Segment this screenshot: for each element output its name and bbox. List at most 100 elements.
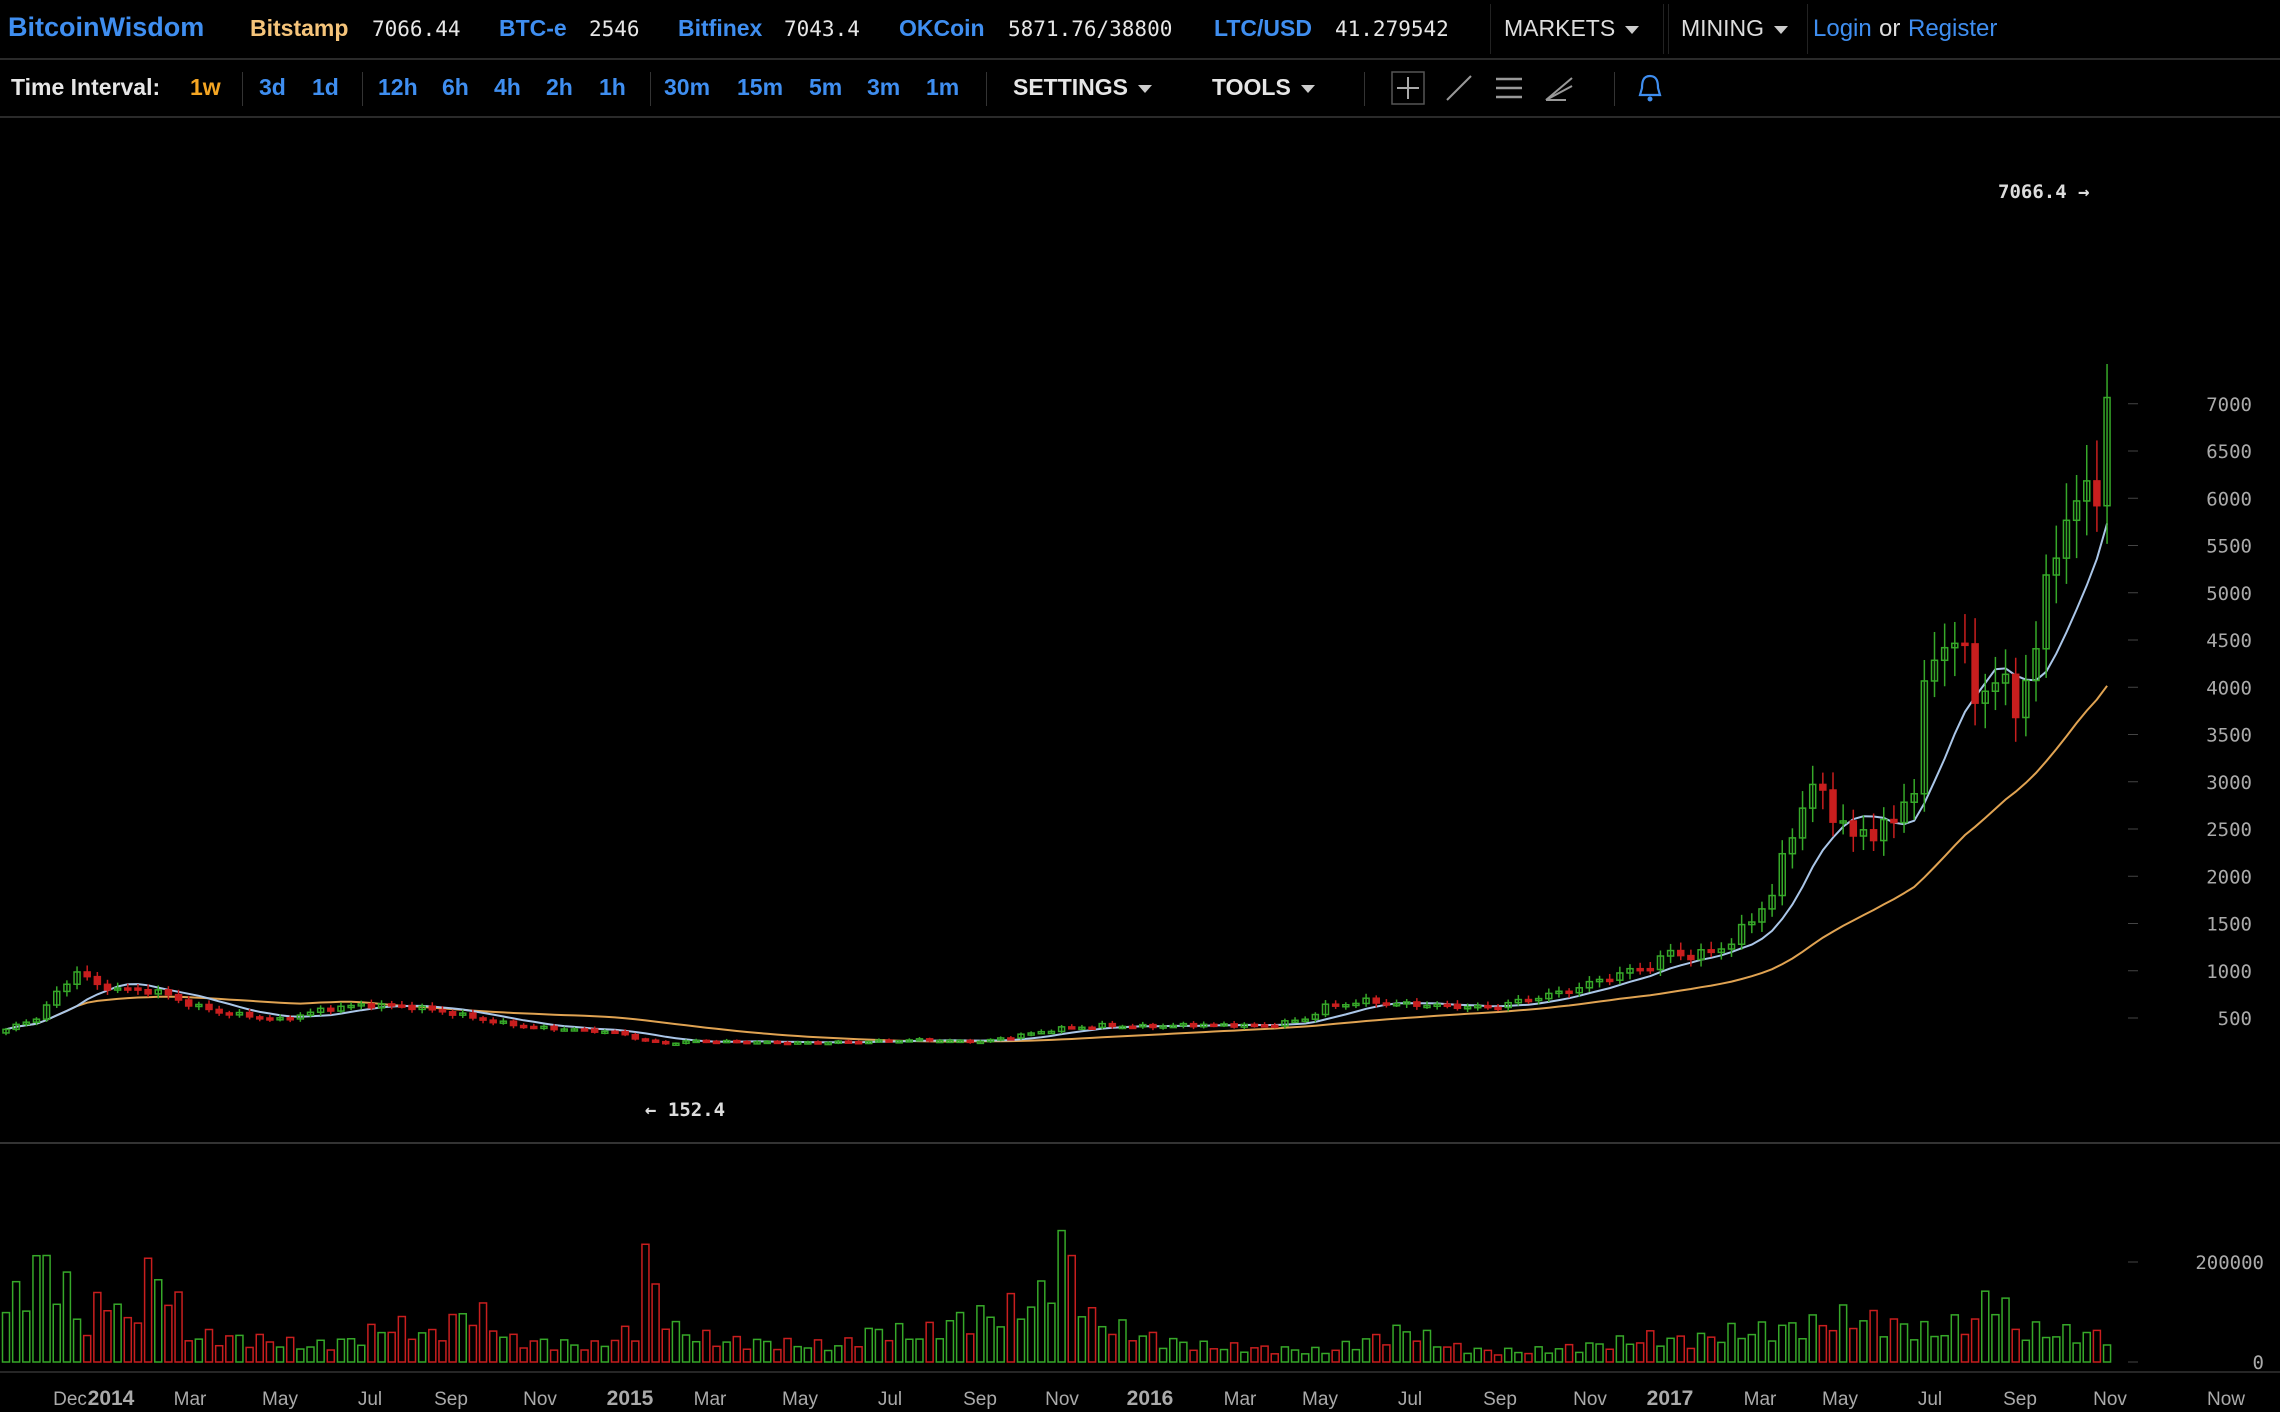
candle-body — [438, 1009, 447, 1013]
candle-body — [702, 1039, 711, 1044]
volume-bar — [1859, 1320, 1868, 1363]
interval-12h-button[interactable]: 12h — [378, 74, 418, 100]
top-navigation-bar — [0, 0, 2280, 60]
volume-bar — [884, 1339, 894, 1363]
volume-bar — [1463, 1352, 1472, 1363]
line-draw-icon[interactable] — [1441, 70, 1477, 106]
candle-body — [1474, 1004, 1482, 1009]
register-link[interactable]: Register — [1908, 15, 1998, 42]
candle-body — [1007, 1037, 1015, 1041]
candle-body — [83, 971, 91, 978]
candle-body — [743, 1040, 751, 1045]
mining-dropdown[interactable] — [1668, 4, 1808, 54]
mining-dropdown-label[interactable]: MINING — [1681, 15, 1789, 42]
candle-body — [1271, 1024, 1279, 1028]
volume-bar — [1443, 1346, 1452, 1363]
brand-logo-link[interactable]: BitcoinWisdom — [8, 12, 205, 42]
fan-draw-icon[interactable] — [1541, 70, 1577, 106]
candle-body — [1281, 1020, 1289, 1027]
interval-2h-button[interactable]: 2h — [546, 74, 573, 100]
time-axis-label: Mar — [1224, 1389, 1257, 1410]
candle-body — [1859, 829, 1868, 837]
candle-body — [1189, 1022, 1198, 1028]
market-bitfinex-link[interactable]: Bitfinex — [678, 15, 763, 41]
interval-3d-button[interactable]: 3d — [259, 74, 286, 100]
time-axis-label: Dec — [53, 1389, 87, 1410]
login-link[interactable]: Login — [1813, 15, 1872, 42]
time-axis-label: Sep — [2003, 1389, 2037, 1410]
volume-bar — [2072, 1342, 2081, 1363]
interval-1h-button[interactable]: 1h — [599, 74, 626, 100]
volume-bar — [2041, 1336, 2051, 1363]
volume-bar — [1737, 1337, 1746, 1363]
markets-dropdown[interactable] — [1490, 4, 1664, 54]
volume-bar — [1920, 1320, 1929, 1363]
tools-menu-button[interactable]: TOOLS — [1212, 74, 1315, 101]
candle-body — [925, 1038, 934, 1042]
volume-bar — [905, 1338, 914, 1363]
markets-dropdown-label[interactable]: MARKETS — [1504, 15, 1640, 42]
volume-bar — [1016, 1318, 1026, 1363]
interval-15m-button[interactable]: 15m — [737, 74, 784, 100]
crosshair-icon[interactable] — [1390, 70, 1426, 106]
volume-bar — [1981, 1290, 1990, 1363]
volume-bar — [1575, 1351, 1584, 1363]
candle-body — [783, 1041, 792, 1046]
horizontal-lines-icon[interactable] — [1491, 70, 1527, 106]
volume-bar — [1331, 1349, 1340, 1363]
volume-bar — [1717, 1341, 1726, 1363]
chevron-down-icon — [1774, 25, 1789, 34]
candle-body — [540, 1025, 548, 1030]
market-bitfinex-price: 7043.4 — [784, 17, 860, 41]
candle-body — [164, 989, 173, 996]
volume-bar — [854, 1346, 863, 1363]
interval-3m-button[interactable]: 3m — [867, 74, 901, 100]
candle-body — [1758, 908, 1766, 923]
volume-bar — [2052, 1336, 2061, 1363]
candle-body — [63, 983, 71, 993]
volume-bar — [1402, 1331, 1411, 1363]
volume-bar — [570, 1344, 579, 1363]
interval-1w-button[interactable]: 1w — [190, 74, 221, 100]
volume-bar — [265, 1341, 275, 1363]
volume-bar — [1646, 1330, 1655, 1363]
price-chart[interactable]: 500 1000 1500 2000 2500 3000 3500 4000 4500 5000 5… — [0, 118, 2280, 1412]
volume-bar — [783, 1337, 792, 1363]
interval-1m-button[interactable]: 1m — [926, 74, 960, 100]
candle-body — [1068, 1026, 1076, 1030]
market-okcoin-link[interactable]: OKCoin — [899, 15, 985, 41]
market-btce-link[interactable]: BTC-e — [499, 15, 567, 41]
volume-bar — [1706, 1336, 1716, 1363]
high-price-annotation: 7066.4 → — [1998, 181, 2090, 203]
interval-4h-button[interactable]: 4h — [494, 74, 521, 100]
settings-menu-button[interactable]: SETTINGS — [1013, 74, 1153, 101]
interval-5m-button[interactable]: 5m — [809, 74, 843, 100]
market-ltcusd-link[interactable]: LTC/USD — [1214, 15, 1312, 41]
price-axis-label: 6000 — [2206, 488, 2252, 510]
candle-body — [1321, 1003, 1330, 1016]
price-axis-label: 2500 — [2206, 819, 2252, 841]
volume-bar — [1940, 1334, 1949, 1363]
volume-bar — [2102, 1344, 2112, 1363]
volume-bar — [742, 1348, 752, 1363]
volume-bar — [1493, 1354, 1503, 1363]
candle-body — [2022, 679, 2030, 719]
candle-body — [1555, 990, 1563, 995]
candle-body — [184, 999, 193, 1007]
interval-1d-button[interactable]: 1d — [312, 74, 339, 100]
interval-6h-button[interactable]: 6h — [442, 74, 469, 100]
volume-bar — [1158, 1347, 1168, 1363]
candle-body — [1139, 1023, 1147, 1028]
volume-bar — [11, 1280, 21, 1363]
interval-30m-button[interactable]: 30m — [664, 74, 711, 100]
time-axis-label: Jul — [878, 1389, 902, 1410]
volume-bar — [702, 1329, 711, 1363]
volume-bar — [752, 1338, 762, 1363]
candle-body — [499, 1020, 508, 1024]
market-bitstamp-link[interactable]: Bitstamp — [250, 15, 349, 41]
volume-bar — [417, 1332, 427, 1363]
volume-bar — [823, 1349, 833, 1363]
volume-bar — [1047, 1302, 1056, 1363]
bell-icon[interactable] — [1632, 70, 1668, 106]
candle-body — [1443, 1003, 1452, 1008]
